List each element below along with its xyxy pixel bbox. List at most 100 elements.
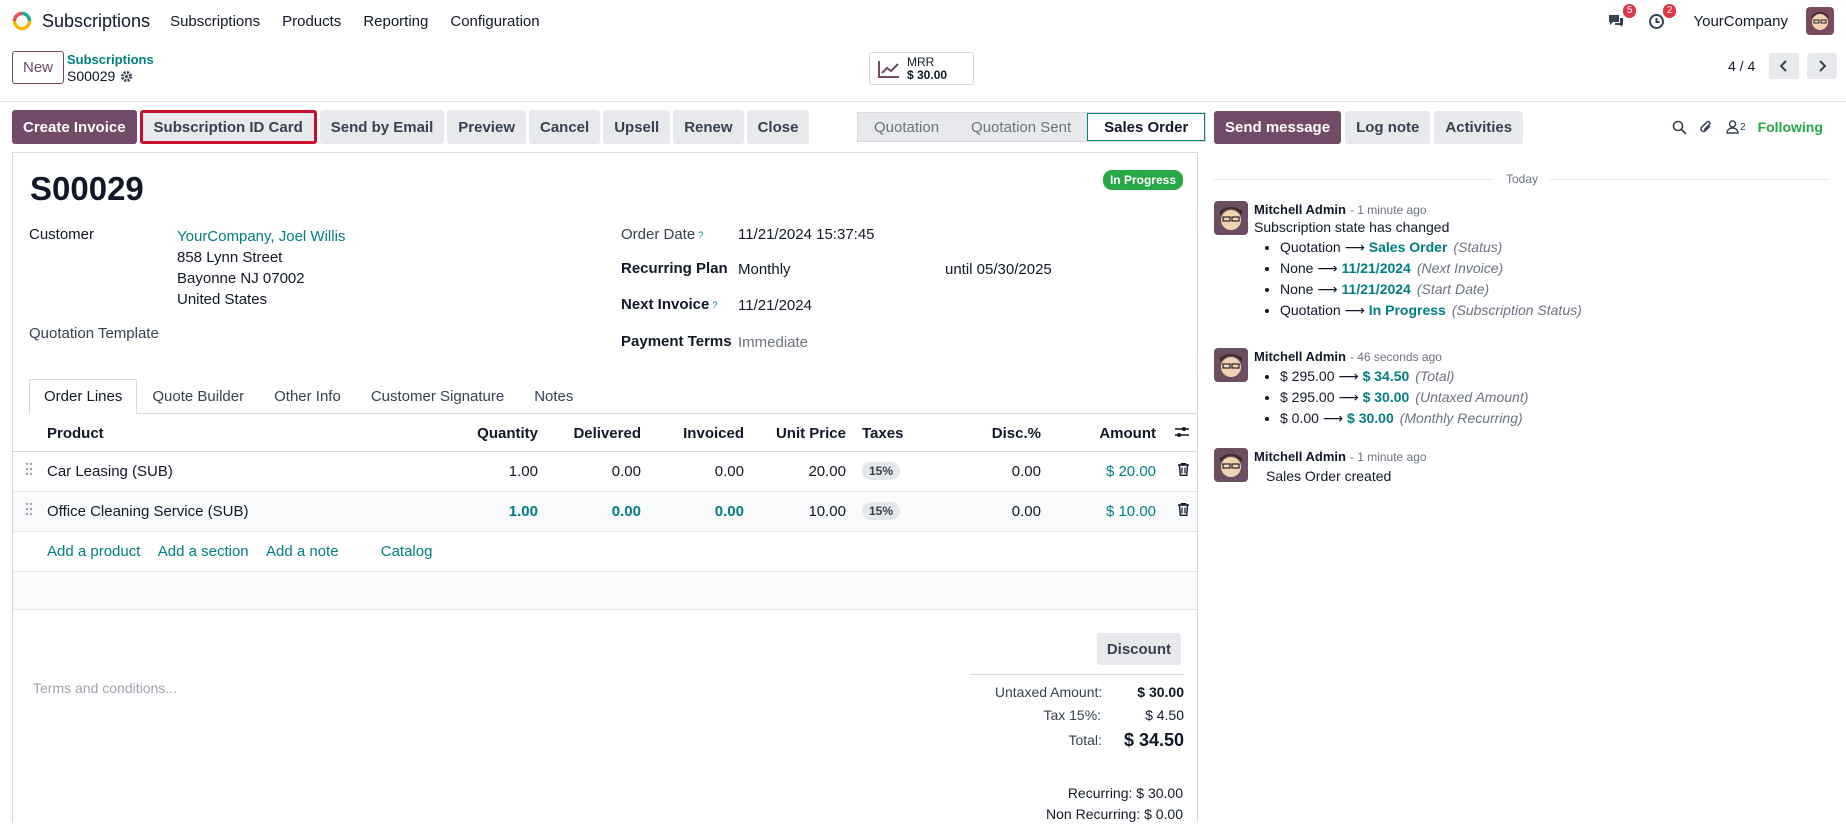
- optional-columns-toggle[interactable]: [1164, 417, 1197, 451]
- message-author[interactable]: Mitchell Admin: [1254, 449, 1346, 464]
- menu-reporting[interactable]: Reporting: [363, 12, 429, 30]
- date-separator-label: Today: [1505, 172, 1539, 186]
- line-quantity[interactable]: 1.00: [508, 502, 538, 520]
- company-switcher[interactable]: YourCompany: [1693, 12, 1788, 30]
- record-name: S00029: [67, 68, 116, 84]
- new-button[interactable]: New: [12, 51, 65, 84]
- breadcrumb-parent[interactable]: Subscriptions: [67, 52, 154, 67]
- breadcrumb-parent-link[interactable]: Subscriptions: [67, 52, 154, 67]
- recurring-summary: Recurring: $ 30.00 Non Recurring: $ 0.00: [1046, 783, 1183, 825]
- col-delivered[interactable]: Delivered: [573, 425, 641, 443]
- search-icon[interactable]: [1672, 120, 1687, 135]
- status-step-quotation-sent[interactable]: Quotation Sent: [955, 113, 1088, 141]
- line-delivered[interactable]: 0.00: [611, 462, 641, 480]
- menu-products[interactable]: Products: [282, 12, 342, 30]
- order-date-value[interactable]: 11/21/2024 15:37:45: [738, 226, 875, 243]
- chevron-right-icon: [1819, 60, 1827, 72]
- send-message-button[interactable]: Send message: [1214, 111, 1342, 144]
- tab-quote-builder[interactable]: Quote Builder: [152, 388, 245, 405]
- message-author[interactable]: Mitchell Admin: [1254, 202, 1346, 217]
- discount-button[interactable]: Discount: [1096, 633, 1181, 665]
- state-badge: In Progress: [1102, 170, 1183, 190]
- tab-order-lines[interactable]: Order Lines: [29, 379, 138, 414]
- line-tax-badge[interactable]: 15%: [862, 502, 901, 520]
- order-date-help-icon[interactable]: ?: [698, 229, 704, 240]
- table-row[interactable]: Office Cleaning Service (SUB) 1.00 0.00 …: [13, 491, 1197, 531]
- tab-customer-signature[interactable]: Customer Signature: [370, 388, 505, 405]
- mrr-smart-button[interactable]: MRR $ 30.00: [869, 52, 974, 85]
- log-note-button[interactable]: Log note: [1345, 111, 1431, 144]
- pager-next-button[interactable]: [1807, 53, 1838, 79]
- drag-handle-icon[interactable]: [13, 451, 41, 491]
- end-date-value[interactable]: until 05/30/2025: [945, 261, 1052, 278]
- renew-button[interactable]: Renew: [673, 110, 744, 144]
- pager-previous-button[interactable]: [1769, 53, 1800, 79]
- delete-line-button[interactable]: [1164, 491, 1197, 531]
- drag-handle-icon[interactable]: [13, 491, 41, 531]
- user-avatar[interactable]: [1806, 7, 1834, 35]
- add-note-link[interactable]: Add a note: [266, 542, 339, 560]
- pager-value[interactable]: 4 / 4: [1728, 58, 1756, 74]
- empty-row: [13, 571, 1197, 609]
- payment-terms-value[interactable]: Immediate: [738, 334, 809, 351]
- customer-field: YourCompany, Joel Willis 858 Lynn Street…: [177, 226, 345, 310]
- activities-button-chatter[interactable]: Activities: [1434, 111, 1524, 144]
- cancel-button[interactable]: Cancel: [529, 110, 601, 144]
- col-invoiced[interactable]: Invoiced: [683, 425, 744, 443]
- terms-input[interactable]: Terms and conditions...: [33, 680, 177, 696]
- send-by-email-button[interactable]: Send by Email: [319, 110, 445, 144]
- line-unit-price[interactable]: 20.00: [808, 462, 846, 480]
- chart-line-icon: [878, 60, 899, 78]
- followers-button[interactable]: 2: [1726, 120, 1746, 134]
- line-tax-badge[interactable]: 15%: [862, 462, 901, 480]
- gear-icon[interactable]: [120, 70, 133, 83]
- menu-configuration[interactable]: Configuration: [450, 12, 540, 30]
- status-step-sales-order[interactable]: Sales Order: [1087, 113, 1206, 141]
- menu-subscriptions[interactable]: Subscriptions: [170, 12, 261, 30]
- tracking-field: (Start Date): [1416, 281, 1490, 297]
- recurring-plan-value[interactable]: Monthly: [738, 261, 791, 278]
- tab-notes[interactable]: Notes: [534, 388, 574, 405]
- author-avatar[interactable]: [1214, 348, 1248, 382]
- following-toggle[interactable]: Following: [1757, 119, 1823, 135]
- line-product[interactable]: Office Cleaning Service (SUB): [47, 502, 249, 520]
- line-disc[interactable]: 0.00: [1011, 462, 1041, 480]
- catalog-link[interactable]: Catalog: [380, 542, 433, 560]
- line-unit-price[interactable]: 10.00: [808, 502, 846, 520]
- col-disc[interactable]: Disc.%: [991, 425, 1041, 443]
- line-delivered[interactable]: 0.00: [611, 502, 641, 520]
- col-taxes[interactable]: Taxes: [862, 425, 904, 443]
- author-avatar[interactable]: [1214, 448, 1248, 482]
- line-disc[interactable]: 0.00: [1011, 502, 1041, 520]
- delete-line-button[interactable]: [1164, 451, 1197, 491]
- next-invoice-help-icon[interactable]: ?: [712, 299, 718, 310]
- total-value: $ 34.50: [1123, 730, 1184, 750]
- subscription-id-card-button[interactable]: Subscription ID Card: [139, 110, 317, 144]
- tab-other-info[interactable]: Other Info: [274, 388, 341, 405]
- col-quantity[interactable]: Quantity: [477, 425, 538, 443]
- upsell-button[interactable]: Upsell: [603, 110, 671, 144]
- odoo-logo-icon: [12, 11, 32, 31]
- add-product-link[interactable]: Add a product: [47, 542, 141, 560]
- col-amount[interactable]: Amount: [1099, 425, 1156, 443]
- quotation-template-input[interactable]: [177, 319, 577, 347]
- app-brand[interactable]: Subscriptions: [12, 11, 150, 32]
- create-invoice-button[interactable]: Create Invoice: [12, 110, 137, 144]
- activities-button[interactable]: 2: [1645, 4, 1677, 32]
- line-quantity[interactable]: 1.00: [508, 462, 538, 480]
- next-invoice-value[interactable]: 11/21/2024: [738, 297, 812, 314]
- message-body: Sales Order created: [1266, 468, 1392, 484]
- status-step-quotation[interactable]: Quotation: [858, 113, 956, 141]
- messages-button[interactable]: 5: [1605, 4, 1637, 32]
- message-author[interactable]: Mitchell Admin: [1254, 349, 1346, 364]
- add-section-link[interactable]: Add a section: [157, 542, 249, 560]
- paperclip-icon[interactable]: [1699, 119, 1714, 135]
- line-product[interactable]: Car Leasing (SUB): [47, 462, 173, 480]
- customer-name-link[interactable]: YourCompany, Joel Willis: [177, 228, 346, 245]
- close-button[interactable]: Close: [746, 110, 810, 144]
- table-row[interactable]: Car Leasing (SUB) 1.00 0.00 0.00 20.00 1…: [13, 451, 1197, 491]
- col-product[interactable]: Product: [47, 425, 104, 443]
- col-unit-price[interactable]: Unit Price: [775, 425, 846, 443]
- preview-button[interactable]: Preview: [447, 110, 526, 144]
- author-avatar[interactable]: [1214, 201, 1248, 235]
